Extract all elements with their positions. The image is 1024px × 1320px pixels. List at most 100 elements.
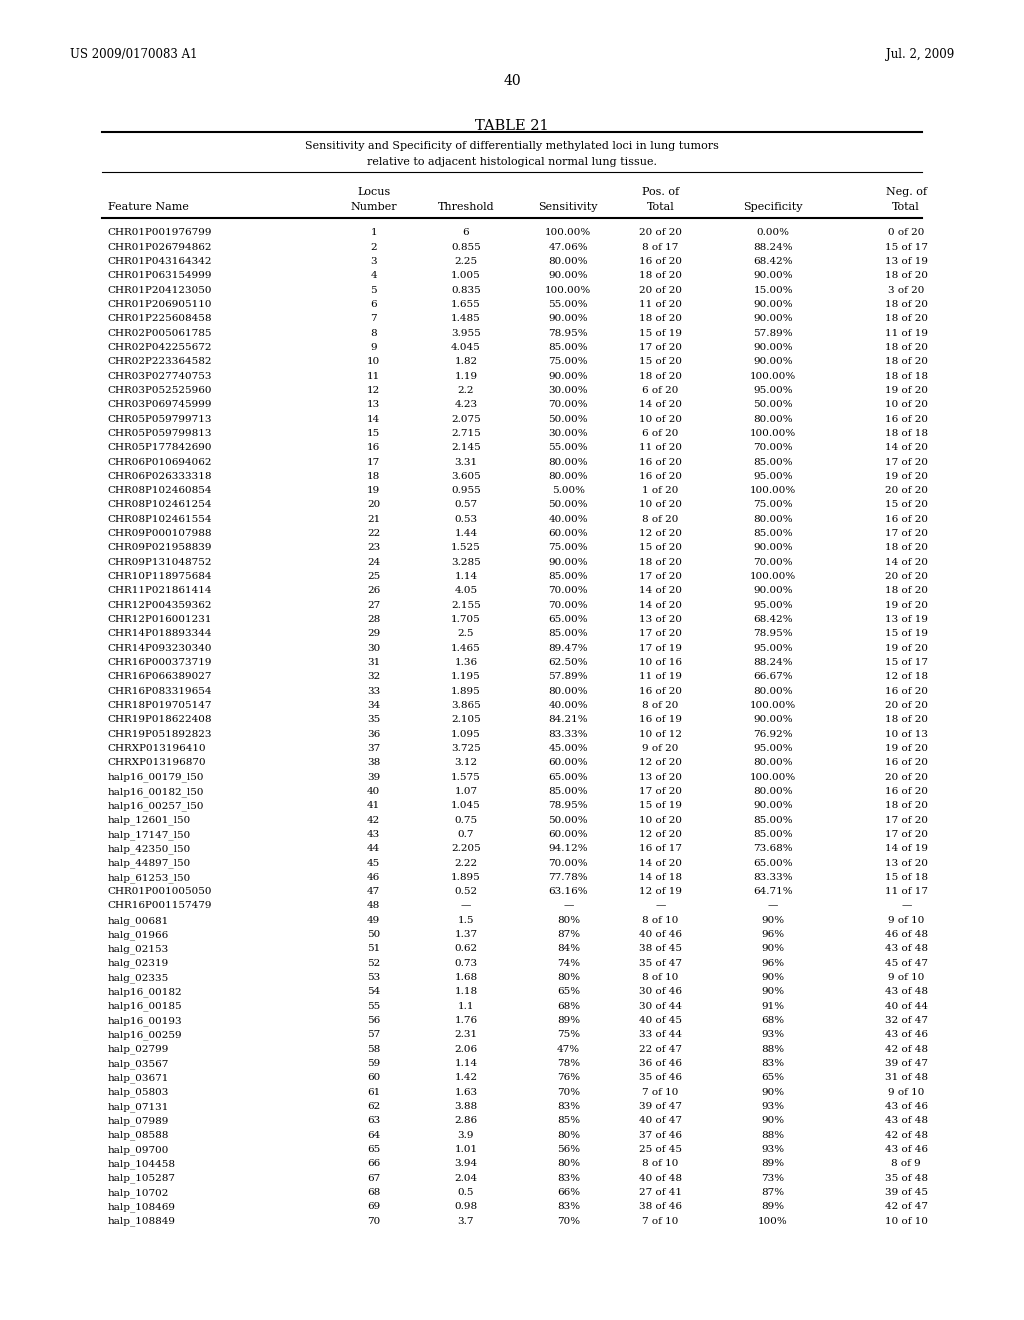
Text: 90%: 90%	[762, 1117, 784, 1126]
Text: 2.715: 2.715	[451, 429, 481, 438]
Text: 0.98: 0.98	[455, 1203, 477, 1212]
Text: 53: 53	[368, 973, 380, 982]
Text: 40.00%: 40.00%	[549, 515, 588, 524]
Text: halp_44897_l50: halp_44897_l50	[108, 858, 190, 869]
Text: 93%: 93%	[762, 1144, 784, 1154]
Text: 43: 43	[368, 830, 380, 840]
Text: 16 of 20: 16 of 20	[885, 686, 928, 696]
Text: 47%: 47%	[557, 1044, 580, 1053]
Text: 8 of 10: 8 of 10	[642, 973, 679, 982]
Text: 58: 58	[368, 1044, 380, 1053]
Text: CHRXP013196870: CHRXP013196870	[108, 758, 206, 767]
Text: 40 of 47: 40 of 47	[639, 1117, 682, 1126]
Text: 47.06%: 47.06%	[549, 243, 588, 252]
Text: 35 of 46: 35 of 46	[639, 1073, 682, 1082]
Text: 4.23: 4.23	[455, 400, 477, 409]
Text: 75.00%: 75.00%	[754, 500, 793, 510]
Text: 36: 36	[368, 730, 380, 739]
Text: 90.00%: 90.00%	[549, 272, 588, 280]
Text: 78.95%: 78.95%	[549, 801, 588, 810]
Text: 8 of 10: 8 of 10	[642, 916, 679, 925]
Text: CHR14P018893344: CHR14P018893344	[108, 630, 212, 639]
Text: 90%: 90%	[762, 973, 784, 982]
Text: 45: 45	[368, 858, 380, 867]
Text: 38: 38	[368, 758, 380, 767]
Text: 2.105: 2.105	[451, 715, 481, 725]
Text: 90%: 90%	[762, 1088, 784, 1097]
Text: 11 of 20: 11 of 20	[639, 444, 682, 453]
Text: 88%: 88%	[762, 1044, 784, 1053]
Text: 9: 9	[371, 343, 377, 352]
Text: 0.835: 0.835	[451, 285, 481, 294]
Text: 16 of 20: 16 of 20	[639, 257, 682, 267]
Text: 52: 52	[368, 958, 380, 968]
Text: —: —	[563, 902, 573, 911]
Text: halp_07989: halp_07989	[108, 1117, 169, 1126]
Text: 1: 1	[371, 228, 377, 238]
Text: 85%: 85%	[557, 1117, 580, 1126]
Text: CHR12P004359362: CHR12P004359362	[108, 601, 212, 610]
Text: CHR08P102461254: CHR08P102461254	[108, 500, 212, 510]
Text: CHR05P059799813: CHR05P059799813	[108, 429, 212, 438]
Text: halp_09700: halp_09700	[108, 1144, 169, 1155]
Text: 83%: 83%	[762, 1059, 784, 1068]
Text: 3.285: 3.285	[451, 558, 481, 566]
Text: 3: 3	[371, 257, 377, 267]
Text: 38 of 46: 38 of 46	[639, 1203, 682, 1212]
Text: 70%: 70%	[557, 1217, 580, 1225]
Text: 18 of 20: 18 of 20	[639, 314, 682, 323]
Text: 96%: 96%	[762, 958, 784, 968]
Text: 60.00%: 60.00%	[549, 529, 588, 539]
Text: 18 of 20: 18 of 20	[885, 801, 928, 810]
Text: 30.00%: 30.00%	[549, 385, 588, 395]
Text: 20 of 20: 20 of 20	[885, 572, 928, 581]
Text: halp16_00193: halp16_00193	[108, 1016, 182, 1026]
Text: 32: 32	[368, 672, 380, 681]
Text: 43 of 48: 43 of 48	[885, 987, 928, 997]
Text: 2.075: 2.075	[451, 414, 481, 424]
Text: 33: 33	[368, 686, 380, 696]
Text: 10 of 16: 10 of 16	[639, 659, 682, 667]
Text: halg_02335: halg_02335	[108, 973, 169, 983]
Text: 40: 40	[503, 74, 521, 88]
Text: 16 of 20: 16 of 20	[639, 686, 682, 696]
Text: 14 of 20: 14 of 20	[639, 400, 682, 409]
Text: 8 of 20: 8 of 20	[642, 701, 679, 710]
Text: Jul. 2, 2009: Jul. 2, 2009	[886, 48, 954, 61]
Text: 65: 65	[368, 1144, 380, 1154]
Text: 60.00%: 60.00%	[549, 830, 588, 840]
Text: 1.525: 1.525	[451, 544, 481, 553]
Text: 20 of 20: 20 of 20	[885, 772, 928, 781]
Text: 16 of 20: 16 of 20	[885, 758, 928, 767]
Text: 20 of 20: 20 of 20	[885, 486, 928, 495]
Text: 42 of 48: 42 of 48	[885, 1131, 928, 1139]
Text: 2.155: 2.155	[451, 601, 481, 610]
Text: 1.465: 1.465	[451, 644, 481, 652]
Text: 17 of 20: 17 of 20	[639, 572, 682, 581]
Text: 6: 6	[371, 300, 377, 309]
Text: 14: 14	[368, 414, 380, 424]
Text: 18 of 20: 18 of 20	[885, 300, 928, 309]
Text: 95.00%: 95.00%	[754, 385, 793, 395]
Text: 17 of 20: 17 of 20	[885, 529, 928, 539]
Text: 10 of 10: 10 of 10	[885, 1217, 928, 1225]
Text: 90.00%: 90.00%	[754, 586, 793, 595]
Text: 0.5: 0.5	[458, 1188, 474, 1197]
Text: CHR16P001157479: CHR16P001157479	[108, 902, 212, 911]
Text: 75.00%: 75.00%	[549, 358, 588, 366]
Text: 87%: 87%	[762, 1188, 784, 1197]
Text: 0.52: 0.52	[455, 887, 477, 896]
Text: 66: 66	[368, 1159, 380, 1168]
Text: 0.7: 0.7	[458, 830, 474, 840]
Text: 2.86: 2.86	[455, 1117, 477, 1126]
Text: CHR01P001976799: CHR01P001976799	[108, 228, 212, 238]
Text: 18 of 20: 18 of 20	[885, 544, 928, 553]
Text: CHR16P066389027: CHR16P066389027	[108, 672, 212, 681]
Text: 6 of 20: 6 of 20	[642, 385, 679, 395]
Text: 80%: 80%	[557, 916, 580, 925]
Text: 19: 19	[368, 486, 380, 495]
Text: 50.00%: 50.00%	[549, 500, 588, 510]
Text: 30 of 44: 30 of 44	[639, 1002, 682, 1011]
Text: 15 of 20: 15 of 20	[639, 544, 682, 553]
Text: 1.19: 1.19	[455, 372, 477, 380]
